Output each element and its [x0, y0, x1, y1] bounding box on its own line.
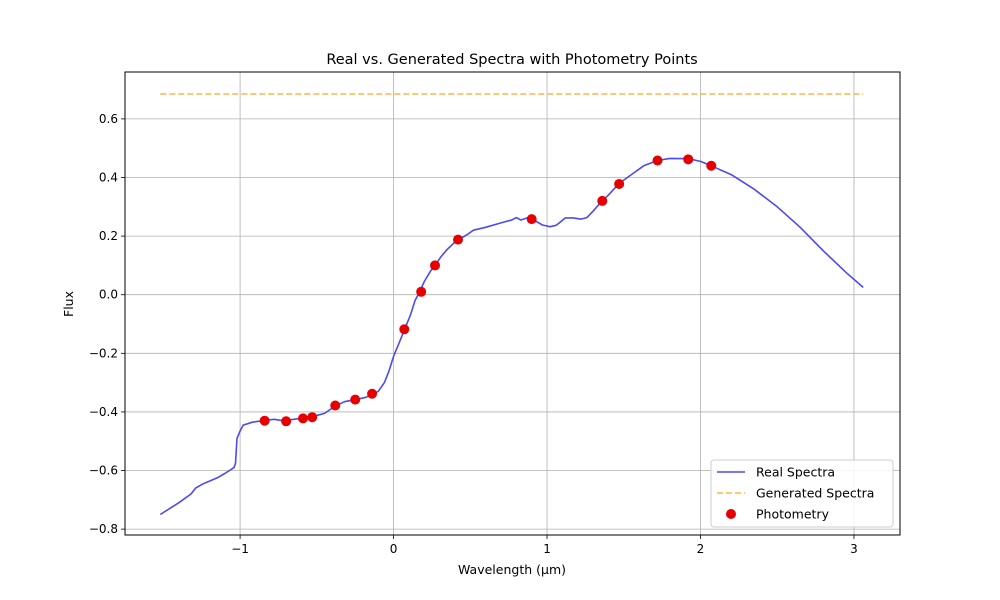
y-tick-label: 0.2 [99, 229, 118, 243]
legend-marker [726, 509, 736, 519]
legend-label: Real Spectra [756, 465, 835, 480]
photometry-point [367, 388, 378, 399]
legend: Real Spectra Generated Spectra Photometry [710, 459, 894, 528]
photometry-point [416, 286, 427, 297]
x-tick-label: 1 [543, 542, 551, 556]
y-axis-label: Flux [61, 291, 76, 317]
x-axis-label: Wavelength (µm) [458, 562, 566, 577]
y-tick-label: −0.8 [89, 522, 118, 536]
photometry-point [298, 413, 309, 424]
photometry-point [614, 178, 625, 189]
plot-frame [124, 71, 901, 536]
y-tick-label: −0.6 [89, 464, 118, 478]
photometry-point [330, 400, 341, 411]
photometry-point [399, 324, 410, 335]
legend-label: Generated Spectra [756, 486, 874, 501]
x-tick-label: 0 [390, 542, 398, 556]
series-layer [159, 93, 864, 516]
y-tick-label: 0.0 [99, 288, 118, 302]
photometry-point [652, 155, 663, 166]
legend-label: Photometry [756, 507, 830, 522]
x-tick-label: 3 [850, 542, 858, 556]
ticks: −1 0 1 2 3 −0.8 −0.6 −0.4 −0.2 0.0 0.2 0.4 0.6 [89, 112, 858, 556]
photometry-point [430, 260, 440, 271]
y-tick-label: −0.4 [89, 405, 118, 419]
photometry-point [350, 394, 361, 405]
photometry-point [281, 416, 292, 427]
y-tick-label: 0.4 [99, 170, 118, 184]
photometry-point [597, 195, 608, 206]
photometry-point [453, 234, 464, 245]
x-tick-label: 2 [697, 542, 705, 556]
photometry-point [683, 154, 694, 165]
chart-title: Real vs. Generated Spectra with Photomet… [326, 52, 697, 68]
photometry-point [307, 412, 318, 423]
y-tick-label: 0.6 [99, 112, 118, 126]
photometry-point [259, 415, 270, 426]
y-tick-label: −0.2 [89, 346, 118, 360]
x-tick-label: −1 [231, 542, 249, 556]
legend-box [710, 459, 894, 528]
photometry-point [706, 160, 717, 171]
photometry-point [526, 214, 537, 225]
